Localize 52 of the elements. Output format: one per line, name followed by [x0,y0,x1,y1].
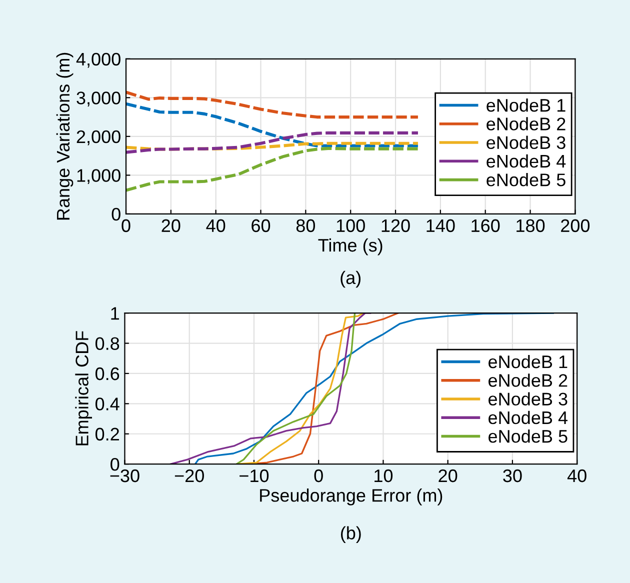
y-tick-label: 0 [112,208,120,221]
x-tick-label: 80 [296,219,316,232]
legend-label: eNodeB 3 [488,392,568,406]
legend-label: eNodeB 2 [488,374,568,387]
x-tick-label: 0 [314,469,323,482]
x-axis-title: Time (s) [318,238,382,256]
x-tick-label: 160 [472,219,500,232]
x-tick-label: 40 [567,469,586,482]
x-tick-label: 20 [438,469,458,482]
y-tick-label: 2,000 [76,130,120,146]
y-tick-label: 1 [111,307,119,320]
x-tick-label: 180 [516,219,545,232]
text: (b) [341,526,361,544]
y-tick-label: 0.6 [95,367,120,380]
y-tick-label: 3,000 [76,92,120,107]
y-tick-label: 1,000 [77,169,120,184]
line-series [126,102,420,148]
x-tick-label: 200 [561,219,590,232]
x-tick-label: 100 [336,219,365,232]
line-series [126,146,420,192]
y-tick-label: 0.2 [95,428,119,441]
y-tick-label: 0.4 [95,398,120,410]
legend-label: eNodeB 3 [486,136,566,150]
legend-label: eNodeB 2 [486,117,566,130]
y-axis-title: Range Variations (m) [56,52,74,220]
text: (a) [340,270,361,288]
x-tick-label: 30 [503,469,522,482]
y-tick-label: 0.8 [95,337,120,350]
y-axis-title: Empirical CDF [75,331,92,446]
legend-label: eNodeB 5 [486,173,566,186]
y-tick-label: 4,000 [76,52,120,68]
legend-label: eNodeB 1 [488,354,568,368]
x-tick-label: 120 [382,219,410,232]
x-tick-label: 60 [252,219,270,232]
legend-label: eNodeB 4 [486,154,566,168]
x-tick-label: 40 [206,219,226,232]
line-series [170,313,372,464]
y-tick-label: 0 [110,458,120,471]
legend-label: eNodeB 4 [488,410,568,424]
x-tick-label: −30 [110,469,140,482]
x-tick-label: −10 [240,469,269,482]
x-tick-label: −20 [174,469,204,482]
x-tick-label: 10 [374,469,393,482]
line-series [194,313,554,464]
line-series [126,131,420,154]
x-tick-label: 140 [426,219,455,232]
x-tick-label: 20 [162,219,180,232]
x-tick-label: 0 [122,219,130,232]
legend-label: eNodeB 1 [486,98,566,112]
legend-label: eNodeB 5 [488,430,568,443]
line-series [126,90,420,119]
x-axis-title: Pseudorange Error (m) [260,488,442,506]
